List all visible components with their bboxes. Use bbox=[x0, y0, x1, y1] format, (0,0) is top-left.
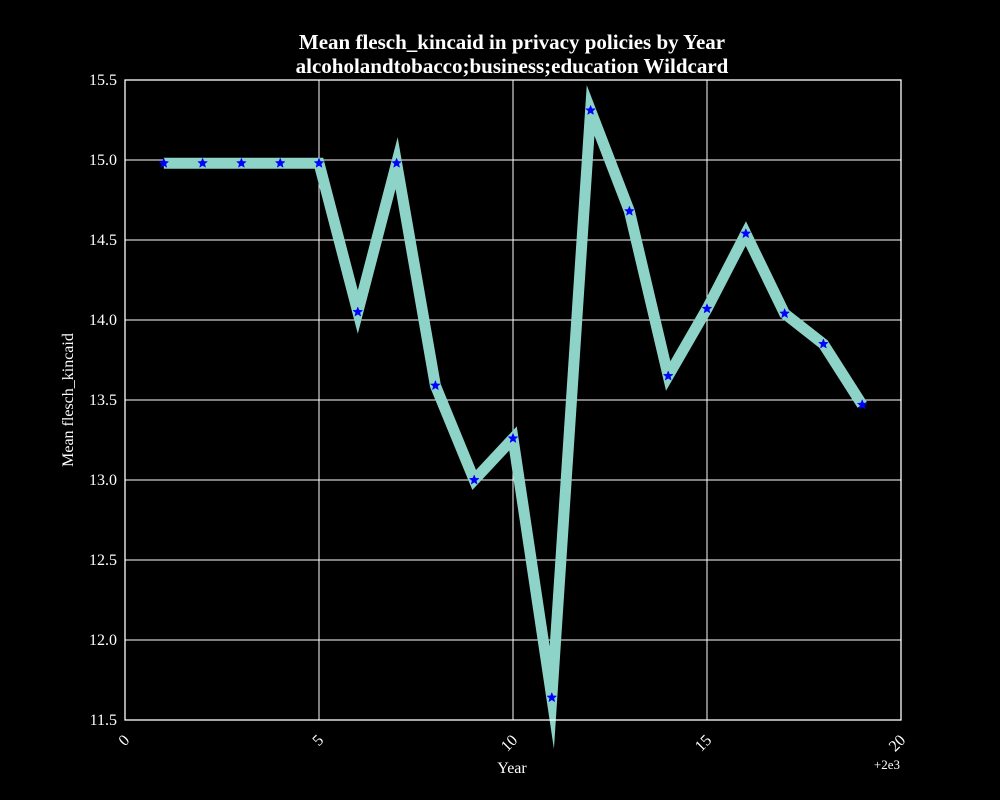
data-point bbox=[274, 157, 286, 168]
y-tick-label: 13.5 bbox=[89, 392, 117, 409]
data-point bbox=[779, 307, 790, 319]
data-point bbox=[546, 691, 558, 703]
data-point bbox=[662, 370, 674, 381]
data-point bbox=[158, 157, 170, 168]
x-tick-label: 20 bbox=[886, 732, 909, 755]
x-axis-offset-label: +2e3 bbox=[874, 757, 900, 772]
data-point bbox=[856, 399, 868, 410]
data-point bbox=[624, 205, 635, 216]
data-point bbox=[313, 157, 325, 168]
y-tick-label: 11.5 bbox=[90, 712, 117, 729]
data-point bbox=[468, 474, 480, 485]
data-point bbox=[585, 104, 596, 115]
x-tick-label: 10 bbox=[498, 732, 521, 755]
y-tick-label: 14.5 bbox=[89, 232, 117, 249]
data-point bbox=[197, 157, 208, 168]
y-axis-label: Mean flesch_kincaid bbox=[60, 333, 77, 467]
data-point bbox=[352, 306, 364, 317]
x-tick-label: 0 bbox=[116, 732, 134, 750]
data-point bbox=[391, 157, 402, 168]
x-tick-label: 5 bbox=[310, 732, 328, 750]
x-tick-label: 15 bbox=[692, 732, 715, 755]
y-axis-ticks: 11.5 12.0 12.5 13.0 13.5 14.0 14.5 15.0 15.5 bbox=[89, 72, 132, 729]
chart-title: Mean flesch_kincaid in privacy policies … bbox=[299, 30, 725, 54]
y-tick-label: 13.0 bbox=[89, 472, 117, 489]
y-tick-label: 14.0 bbox=[89, 312, 117, 329]
x-axis-label: Year bbox=[497, 760, 527, 777]
data-point bbox=[236, 157, 247, 168]
data-point bbox=[507, 432, 519, 443]
y-tick-label: 15.5 bbox=[89, 72, 117, 89]
y-tick-label: 15.0 bbox=[89, 152, 117, 169]
y-tick-label: 12.5 bbox=[89, 552, 117, 569]
chart-subtitle: alcoholandtobacco;business;education Wil… bbox=[296, 54, 729, 78]
data-point bbox=[818, 338, 829, 349]
y-tick-label: 12.0 bbox=[89, 632, 117, 649]
data-point bbox=[430, 379, 441, 391]
data-point bbox=[740, 227, 752, 239]
series-markers bbox=[158, 104, 868, 703]
data-point bbox=[701, 303, 713, 314]
